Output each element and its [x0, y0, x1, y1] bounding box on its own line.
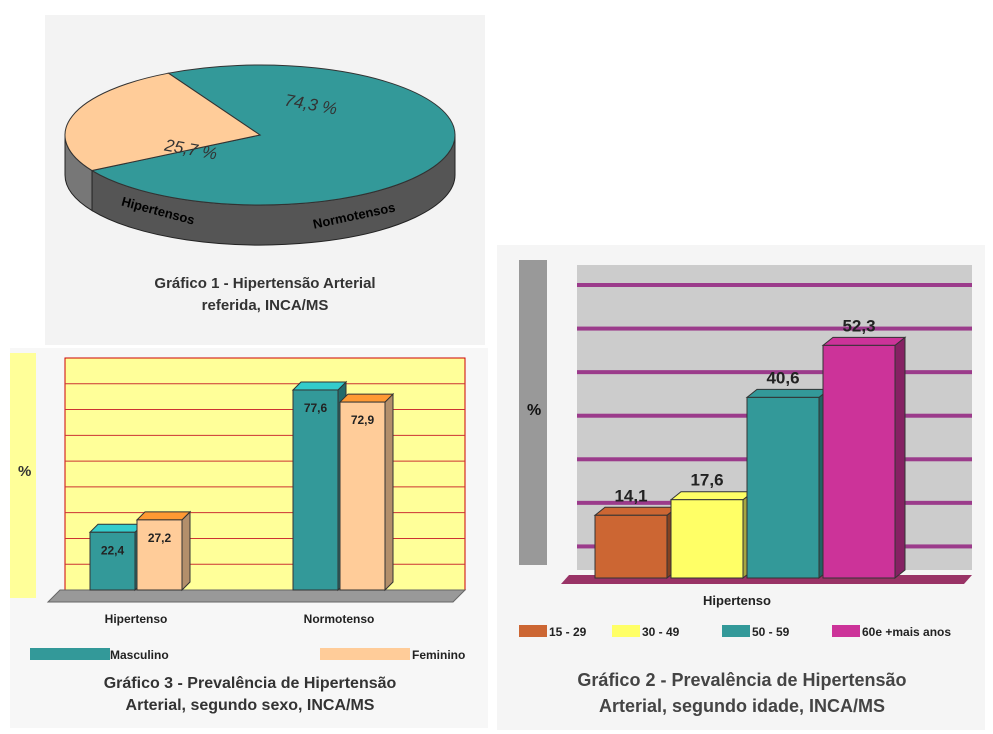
legend-swatch	[30, 648, 110, 660]
bar-value-label: 27,2	[148, 531, 172, 545]
legend-label: 15 - 29	[549, 625, 587, 639]
chart-1-title-line-1: Gráfico 1 - Hipertensão Arterial	[154, 275, 376, 292]
legend-label: 30 - 49	[642, 625, 680, 639]
x-tick-label: Hipertenso	[703, 593, 771, 608]
chart-2-title-line-1: Gráfico 2 - Prevalência de Hipertensão	[577, 670, 907, 690]
y-axis-band	[10, 353, 36, 598]
bar-top	[593, 506, 679, 516]
chart-2-title-line-2: Arterial, segundo idade, INCA/MS	[598, 696, 886, 716]
bar-value-label: 14,1	[614, 486, 647, 505]
pie-slice-hipertensos	[64, 72, 262, 172]
bar-value-label: 17,6	[690, 471, 723, 490]
bar-value-label: 40,6	[766, 368, 799, 387]
chart-3-title: Gráfico 3 - Prevalência de Hipertensão A…	[30, 673, 470, 717]
chart-3-title-line-2: Arterial, segundo sexo, INCA/MS	[125, 697, 375, 714]
legend-swatch	[722, 625, 750, 637]
bar-top	[338, 393, 395, 403]
chart-1-panel: 74,3 % 25,7 % Normotensos Hipertensos Gráfi…	[45, 15, 485, 345]
bar-feminino-hipertenso	[136, 519, 183, 591]
legend-label: 50 - 59	[752, 625, 790, 639]
gridline	[577, 326, 972, 331]
bar-side	[894, 336, 906, 580]
bar-top	[135, 511, 192, 521]
bar-top	[669, 491, 755, 501]
x-tick-label: Hipertenso	[105, 612, 168, 626]
bar-masculino-normotenso	[292, 389, 339, 591]
y-axis-label: %	[527, 402, 541, 419]
legend-swatch	[320, 648, 410, 660]
bar-50-59	[746, 396, 820, 579]
plot-floor	[46, 589, 467, 603]
bar-feminino-normotenso	[339, 401, 386, 591]
y-axis-band	[519, 260, 547, 565]
bar-value-label: 22,4	[101, 543, 125, 557]
bar-chart-idade: % 14,1 17,6 40,6 52,3 Hipertenso 15 - 29 30 - 4…	[519, 260, 972, 639]
bar-top	[745, 388, 831, 398]
bar-60e-mais-anos	[822, 344, 896, 579]
pie-slice-normotensos	[90, 64, 456, 206]
bar-top	[291, 381, 348, 391]
bar-side	[181, 510, 191, 592]
chart-1-title: Gráfico 1 - Hipertensão Arterial referid…	[45, 273, 485, 317]
legend-swatch	[832, 625, 860, 637]
legend-label: 60e +mais anos	[862, 625, 951, 639]
gridline	[577, 370, 972, 375]
chart-3-title-line-1: Gráfico 3 - Prevalência de Hipertensão	[103, 675, 397, 692]
chart-3-panel: % 22,4 27,2 77,6 72,9 Hipertenso Normotenso Mas…	[10, 348, 488, 728]
bar-value-label: 77,6	[304, 401, 328, 415]
bar-15-29	[594, 514, 668, 579]
chart-2-title: Gráfico 2 - Prevalência de Hipertensão A…	[517, 667, 967, 719]
bar-top	[88, 523, 145, 533]
bar-masculino-hipertenso	[89, 531, 136, 591]
legend-label: Feminino	[412, 648, 465, 662]
chart-1-title-line-2: referida, INCA/MS	[201, 297, 329, 314]
bar-chart-sexo: % 22,4 27,2 77,6 72,9 Hipertenso Normotenso Mas…	[10, 353, 467, 662]
x-tick-label: Normotenso	[304, 612, 375, 626]
legend-label: Masculino	[110, 648, 169, 662]
bar-30-49	[670, 499, 744, 579]
bar-side	[384, 392, 394, 592]
chart-2-panel: % 14,1 17,6 40,6 52,3 Hipertenso 15 - 29 30 - 4…	[497, 245, 985, 730]
bar-value-label: 72,9	[351, 413, 375, 427]
legend-swatch	[612, 625, 640, 637]
bar-top	[821, 336, 907, 346]
bar-value-label: 52,3	[842, 316, 875, 335]
y-axis-label: %	[18, 463, 31, 480]
gridline	[577, 283, 972, 287]
legend-swatch	[519, 625, 547, 637]
